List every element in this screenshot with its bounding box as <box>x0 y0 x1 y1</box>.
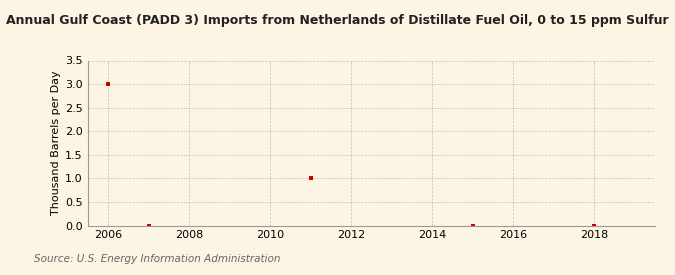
Text: Source: U.S. Energy Information Administration: Source: U.S. Energy Information Administ… <box>34 254 280 264</box>
Text: Annual Gulf Coast (PADD 3) Imports from Netherlands of Distillate Fuel Oil, 0 to: Annual Gulf Coast (PADD 3) Imports from … <box>6 14 669 27</box>
Y-axis label: Thousand Barrels per Day: Thousand Barrels per Day <box>51 71 61 215</box>
